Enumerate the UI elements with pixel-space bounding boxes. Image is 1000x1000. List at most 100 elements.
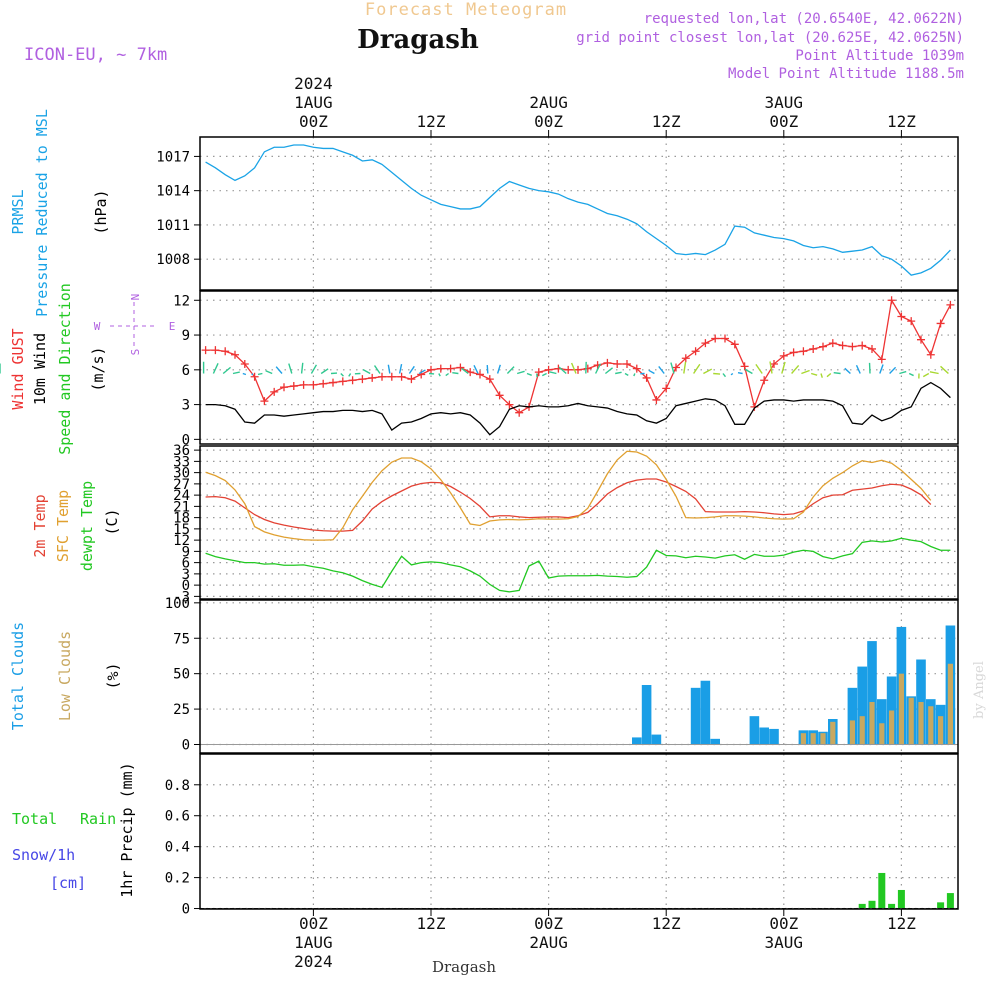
low-cloud-bar <box>830 721 836 745</box>
wind-arrow <box>922 372 930 378</box>
wind-arrow <box>781 361 786 374</box>
temperature-series-0 <box>205 478 932 532</box>
wind-series-1 <box>205 381 951 436</box>
wind-arrow <box>452 372 459 375</box>
gust-marker <box>485 375 494 384</box>
gust-marker <box>574 365 582 374</box>
wind-arrow <box>624 372 629 377</box>
gust-marker <box>926 350 935 359</box>
watermark: by Angel <box>972 661 987 719</box>
wind-arrow <box>473 365 479 374</box>
wind-arrow <box>879 364 884 374</box>
gust-marker <box>221 347 230 356</box>
wind-arrow <box>517 370 525 375</box>
precipitation-panel: 0 0.2 0.4 0.6 0.8 <box>165 753 959 918</box>
gust-marker <box>319 379 328 388</box>
gust-marker <box>779 351 788 360</box>
wind-arrow <box>826 372 832 378</box>
gust-marker <box>711 334 720 343</box>
wind-arrow <box>570 362 577 374</box>
temperature-ytick-label: 27 <box>173 477 190 493</box>
wind-arrow <box>844 367 851 375</box>
low-cloud-bar <box>947 663 953 745</box>
gust-marker <box>309 380 318 389</box>
total-cloud-bar <box>847 687 858 745</box>
temperature-ytick-label: 3 <box>182 567 190 583</box>
total-cloud-bar <box>749 716 760 745</box>
wind-arrow <box>496 364 501 374</box>
gust-marker <box>623 360 631 369</box>
gust-marker <box>368 373 377 382</box>
clouds-ytick-label: 50 <box>173 667 190 683</box>
low-cloud-bar <box>810 733 816 745</box>
gust-marker <box>378 372 386 381</box>
time-label: 2AUG <box>529 93 568 112</box>
cloud-labels: Total Clouds Low Clouds (%) by Angel <box>9 622 987 730</box>
wind-arrow <box>486 364 489 374</box>
pressure-ytick-label: 1017 <box>156 149 190 165</box>
point-altitude: Point Altitude 1039m <box>795 48 964 64</box>
rain-bar <box>858 903 866 909</box>
wind-arrow <box>461 367 469 375</box>
wind-arrow <box>310 364 318 374</box>
time-label: 00Z <box>534 112 563 131</box>
precipitation-ytick-label: 0.8 <box>165 778 190 794</box>
pressure-ytick-label: 1008 <box>156 252 190 268</box>
gust-marker <box>436 364 445 373</box>
gust-marker <box>897 312 906 321</box>
temperature-frame <box>199 445 959 600</box>
gust-marker <box>828 339 837 348</box>
temperature-series-1 <box>205 450 932 541</box>
wind-arrow <box>438 373 441 377</box>
time-label: 00Z <box>299 112 328 131</box>
gust-marker <box>534 368 543 377</box>
clouds-ytick-label: 75 <box>173 631 190 647</box>
total-cloud-bar <box>769 728 779 745</box>
snow-unit-label: [cm] <box>50 874 86 892</box>
low-cloud-bar <box>938 716 944 745</box>
gust-marker <box>721 334 729 343</box>
wind-arrow <box>899 370 907 375</box>
time-label: 1AUG <box>294 93 333 112</box>
gust-marker <box>936 319 945 328</box>
low-cloud-bar <box>820 733 826 745</box>
clouds-ytick-label: 25 <box>173 702 190 718</box>
location-title: Dragash <box>357 25 479 55</box>
temperature-labels: 2m Temp SFC Temp dewpt Temp (C) <box>31 481 121 571</box>
time-label: 3AUG <box>765 933 804 952</box>
low-cloud-bar <box>879 723 885 745</box>
total-cloud-bar <box>857 666 867 745</box>
wind10-label: 10m Wind <box>31 333 49 405</box>
gust-marker <box>691 347 700 356</box>
low-cloud-bar <box>908 697 914 745</box>
gust-marker <box>260 397 269 406</box>
pressure-ytick-label: 1011 <box>156 218 190 234</box>
gust-marker <box>770 360 778 369</box>
pressure-labels: PRMSL Pressure Reduced to MSL (hPa) <box>9 109 110 317</box>
gust-marker <box>789 348 798 357</box>
compass-e: E <box>169 320 176 333</box>
gust-marker <box>868 344 876 353</box>
gust-marker <box>515 408 524 417</box>
wind-arrow <box>693 363 701 374</box>
clouds-panel: 0 25 50 75 100 <box>165 596 959 754</box>
wind-arrow <box>769 361 773 374</box>
precipitation-ytick-label: 0 <box>182 902 190 918</box>
wind-arrow <box>275 366 283 374</box>
gust-marker <box>270 387 279 396</box>
gust-marker <box>564 365 573 374</box>
temperature-ytick-label: 6 <box>182 556 190 572</box>
precipitation-ytick-label: 0.2 <box>165 871 190 887</box>
gust-marker <box>917 335 925 344</box>
wind-arrow <box>940 365 949 375</box>
rain-label-2: Rain <box>80 810 116 828</box>
wind-panel: 0 3 6 9 12 <box>0 290 959 448</box>
wind-arrow <box>408 365 415 374</box>
temperature-ytick-label: 15 <box>173 522 190 538</box>
wind-arrow <box>549 371 557 375</box>
gust-marker <box>456 363 465 372</box>
wind-frame <box>199 290 959 445</box>
time-label: 00Z <box>769 112 798 131</box>
gust-marker <box>701 339 710 348</box>
